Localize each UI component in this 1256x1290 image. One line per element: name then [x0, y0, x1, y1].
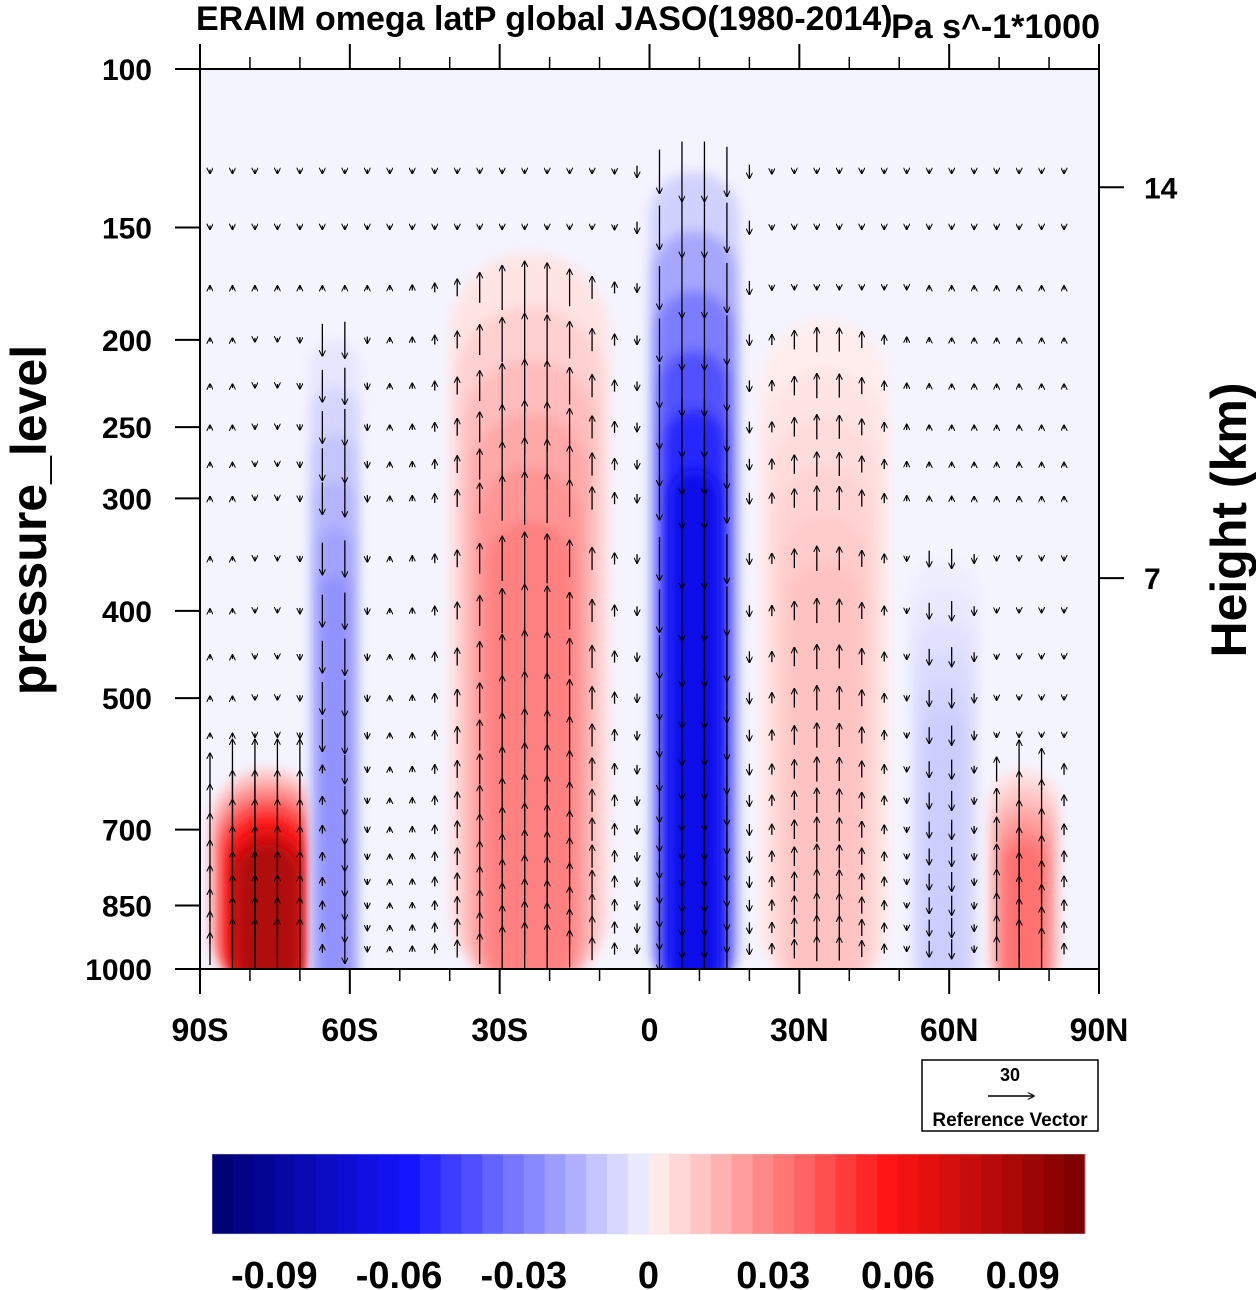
colorbar-bin [1022, 1154, 1044, 1234]
colorbar-bin [752, 1154, 774, 1234]
reference-vector-box: 30 Reference Vector [921, 1059, 1099, 1132]
colorbar-bin [440, 1154, 462, 1234]
colorbar-bin [544, 1154, 566, 1234]
colorbar: -0.09 -0.06 -0.03 0 0.03 0.06 0.09 [211, 1153, 1086, 1290]
colorbar-bin [523, 1154, 546, 1234]
colorbar-bin [336, 1154, 358, 1234]
y-tick-label: 1000 [85, 954, 152, 987]
colorbar-bin [212, 1154, 234, 1234]
x-tick-label: 30S [471, 1012, 528, 1048]
colorbar-bin [794, 1154, 816, 1234]
colorbar-bin [877, 1154, 899, 1234]
colorbar-bin [295, 1154, 317, 1234]
colorbar-bin [378, 1154, 400, 1234]
colorbar-bin [690, 1154, 712, 1234]
y-axis-label: pressure_level [1, 345, 57, 695]
y-tick-label: 300 [102, 483, 152, 516]
field-feature-2 [449, 252, 610, 969]
colorbar-bin [565, 1154, 587, 1234]
x-tick-label: 90S [172, 1012, 229, 1048]
x-tick-label: 90N [1070, 1012, 1129, 1048]
colorbar-bin [253, 1154, 275, 1234]
colorbar-tick-label: -0.06 [356, 1255, 443, 1290]
y2-tick-label: 7 [1144, 563, 1161, 596]
colorbar-bin [274, 1154, 296, 1234]
y-tick-label: 250 [102, 412, 152, 445]
y-tick-label: 400 [102, 596, 152, 629]
colorbar-bin [835, 1154, 857, 1234]
y2-axis-label: Height (km) [1201, 383, 1256, 658]
colorbar-bin [503, 1154, 525, 1234]
colorbar-frame [211, 1153, 1086, 1235]
x-tick-label: 30N [770, 1012, 829, 1048]
reference-vector-label: Reference Vector [932, 1110, 1088, 1131]
y-tick-label: 850 [102, 890, 152, 923]
colorbar-tick-label: -0.09 [231, 1255, 318, 1290]
colorbar-bin [669, 1154, 691, 1234]
x-tick-label: 60S [321, 1012, 378, 1048]
colorbar-bin [731, 1154, 753, 1234]
colorbar-bin [1001, 1154, 1024, 1234]
field-contour [925, 712, 964, 969]
y2-tick-label: 14 [1144, 172, 1178, 205]
colorbar-bin [773, 1154, 795, 1234]
colorbar-bin [1064, 1154, 1086, 1234]
field-feature-3 [649, 171, 740, 969]
reference-vector-value: 30 [1000, 1065, 1020, 1085]
colorbar-tick-label: 0.09 [986, 1255, 1060, 1290]
colorbar-bin [1043, 1154, 1065, 1234]
colorbar-bin [419, 1154, 442, 1234]
y-tick-label: 500 [102, 683, 152, 716]
colorbar-bin [627, 1154, 649, 1234]
y-tick-label: 200 [102, 325, 152, 358]
colorbar-tick-label: 0.06 [861, 1255, 935, 1290]
field-feature-0 [210, 769, 325, 969]
colorbar-bin [357, 1154, 379, 1234]
field-feature-5 [909, 558, 980, 969]
colorbar-tick-label: -0.03 [480, 1255, 567, 1290]
units-label: Pa s^-1*1000 [891, 8, 1100, 46]
colorbar-bin [918, 1154, 940, 1234]
field-feature-4 [759, 319, 890, 969]
field-feature-1 [309, 339, 360, 969]
colorbar-bin [897, 1154, 920, 1234]
colorbar-bin [461, 1154, 483, 1234]
y-tick-label: 100 [102, 54, 152, 87]
x-tick-label: 0 [641, 1012, 659, 1048]
colorbar-bin [648, 1154, 670, 1234]
field-contour [789, 563, 860, 969]
colorbar-bin [399, 1154, 421, 1234]
field-contour [670, 470, 719, 969]
colorbar-bin [814, 1154, 837, 1234]
colorbar-bin [856, 1154, 878, 1234]
field-contour [1005, 844, 1044, 969]
colorbar-bin [482, 1154, 504, 1234]
colorbar-bin [710, 1154, 733, 1234]
field-contour [236, 844, 299, 969]
colorbar-tick-label: 0 [638, 1255, 659, 1290]
y-tick-label: 150 [102, 212, 152, 245]
axes: 90S 60S 30S 0 30N 60N 90N 100 150 200 250 300 400 500… [85, 44, 1178, 1048]
x-tick-label: 60N [920, 1012, 979, 1048]
chart-title: ERAIM omega latP global JASO(1980-2014) [196, 0, 893, 38]
field-contour [486, 521, 573, 969]
wind-vectors [210, 141, 1064, 969]
colorbar-bin [232, 1154, 255, 1234]
y-tick-label: 700 [102, 815, 152, 848]
colorbar-bin [960, 1154, 982, 1234]
colorbar-bin [981, 1154, 1003, 1234]
colorbar-bin [606, 1154, 629, 1234]
colorbar-tick-label: 0.03 [736, 1255, 810, 1290]
colorbar-bin [586, 1154, 608, 1234]
colorbar-bin [939, 1154, 961, 1234]
colorbar-bin [315, 1154, 338, 1234]
field-feature-6 [989, 769, 1060, 969]
